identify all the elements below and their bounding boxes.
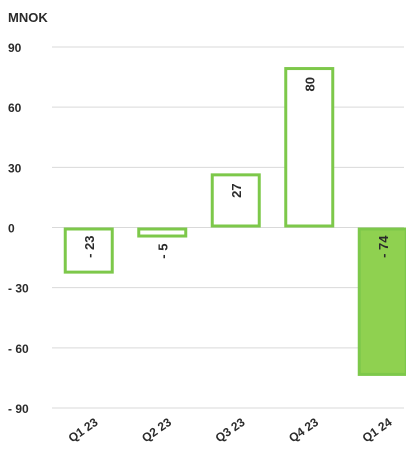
bar [284, 67, 335, 228]
x-tick-label: Q3 23 [213, 415, 248, 445]
unit-label: MNOK [8, 10, 48, 25]
bar [63, 227, 114, 274]
data-label: - 23 [82, 236, 97, 258]
bars [63, 67, 406, 376]
y-tick-label: 0 [8, 222, 15, 236]
y-tick-label: - 90 [8, 402, 29, 416]
y-axis-tick-labels: 90 60 30 0 - 30 - 60 - 90 [8, 41, 29, 416]
x-tick-label: Q1 23 [66, 415, 101, 445]
y-tick-label: - 30 [8, 282, 29, 296]
y-tick-label: 30 [8, 161, 22, 175]
bar [210, 173, 261, 228]
y-tick-label: - 60 [8, 342, 29, 356]
data-label: - 74 [376, 235, 391, 258]
y-tick-label: 90 [8, 41, 22, 55]
data-label: 27 [229, 183, 244, 197]
data-label: 80 [302, 77, 317, 91]
y-tick-label: 60 [8, 101, 22, 115]
x-tick-label: Q4 23 [286, 415, 321, 445]
x-axis-tick-labels: Q1 23 Q2 23 Q3 23 Q4 23 Q1 24 [66, 415, 395, 445]
bar [137, 227, 188, 238]
data-label: - 5 [155, 244, 170, 259]
bar [357, 227, 406, 376]
data-labels: - 23 - 5 27 80 - 74 [82, 77, 391, 259]
x-tick-label: Q1 24 [360, 415, 395, 445]
x-tick-label: Q2 23 [139, 415, 174, 445]
